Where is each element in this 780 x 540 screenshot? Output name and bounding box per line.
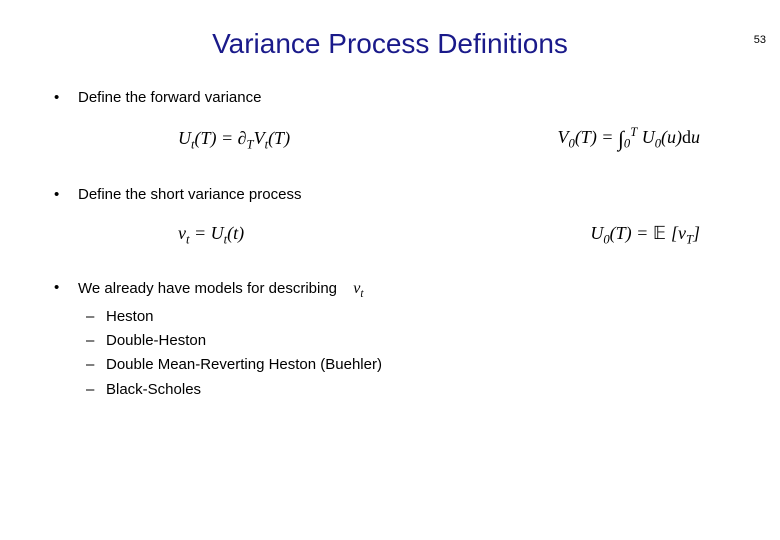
slide-content: Define the forward variance Ut(T) = ∂TVt… [0, 88, 780, 400]
equation-row-1: Ut(T) = ∂TVt(T) V0(T) = ∫0T U0(u)du [178, 124, 700, 154]
equation-row-2: vt = Ut(t) U0(T) = 𝔼 [vT] [178, 221, 700, 249]
equation-u0: U0(T) = 𝔼 [vT] [590, 221, 700, 249]
bullet-text: We already have models for describing [78, 280, 337, 297]
model-sublist: Heston Double-Heston Double Mean-Reverti… [78, 307, 740, 400]
slide-title: Variance Process Definitions [0, 28, 780, 60]
page-number: 53 [754, 34, 766, 46]
bullet-models: We already have models for describing vt… [48, 278, 740, 399]
sub-heston: Heston [78, 307, 740, 327]
bullet-text: Define the forward variance [78, 89, 261, 106]
bullet-list: Define the forward variance Ut(T) = ∂TVt… [48, 88, 740, 400]
inline-math-vt: vt [353, 280, 363, 297]
bullet-forward-variance: Define the forward variance Ut(T) = ∂TVt… [48, 88, 740, 155]
bullet-text: Define the short variance process [78, 186, 301, 203]
equation-v0: V0(T) = ∫0T U0(u)du [558, 124, 700, 154]
equation-ut: Ut(T) = ∂TVt(T) [178, 126, 290, 154]
sub-dmr-heston: Double Mean-Reverting Heston (Buehler) [78, 355, 740, 375]
sub-black-scholes: Black-Scholes [78, 380, 740, 400]
sub-double-heston: Double-Heston [78, 331, 740, 351]
equation-vt: vt = Ut(t) [178, 221, 244, 249]
bullet-short-variance: Define the short variance process vt = U… [48, 185, 740, 249]
